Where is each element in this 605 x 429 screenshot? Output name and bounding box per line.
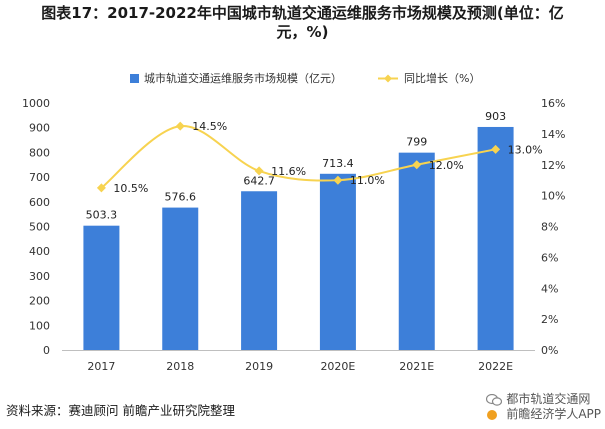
legend-marker-growth <box>384 74 392 83</box>
growth-marker <box>491 144 501 154</box>
x-tick-label: 2022E <box>478 360 513 373</box>
qianzhan-logo-icon <box>487 409 498 420</box>
y-left-tick-label: 0 <box>43 344 50 357</box>
y-right-tick-label: 2% <box>541 313 558 326</box>
bar-value-label: 799 <box>406 136 427 149</box>
x-tick-label: 2017 <box>87 360 115 373</box>
y-left-tick-label: 100 <box>29 319 50 332</box>
growth-marker <box>412 160 422 170</box>
growth-line <box>100 125 496 189</box>
legend-label-growth: 同比增长（%） <box>404 71 480 85</box>
y-right-tick-label: 0% <box>541 344 558 357</box>
watermark-line2: 前瞻经济学人APP <box>486 407 601 422</box>
bar <box>319 173 356 350</box>
bar-value-label: 503.3 <box>86 209 118 222</box>
chart-title: 图表17：2017-2022年中国城市轨道交通运维服务市场规模及预测(单位：亿 … <box>6 4 599 42</box>
watermark-line1: 都市轨道交通网 <box>486 392 601 407</box>
y-right-tick-label: 16% <box>541 97 565 110</box>
y-right-tick-label: 6% <box>541 251 558 264</box>
growth-marker <box>175 121 185 131</box>
x-tick-label: 2019 <box>245 360 273 373</box>
y-left-tick-label: 800 <box>29 146 50 159</box>
y-left-tick-label: 500 <box>29 221 50 234</box>
bar <box>477 126 514 350</box>
growth-marker <box>96 183 106 193</box>
bar-value-label: 903 <box>485 110 506 123</box>
bar <box>398 152 435 350</box>
growth-value-label: 12.0% <box>429 159 464 172</box>
y-left-tick-label: 400 <box>29 245 50 258</box>
legend-swatch-bar <box>130 74 139 83</box>
x-tick-label: 2018 <box>166 360 194 373</box>
source-note: 资料来源：赛迪顾问 前瞻产业研究院整理 <box>6 403 235 418</box>
y-left-tick-label: 900 <box>29 122 50 135</box>
bar-value-label: 576.6 <box>165 191 197 204</box>
chart-title-line1: 图表17：2017-2022年中国城市轨道交通运维服务市场规模及预测(单位：亿 <box>41 4 564 22</box>
y-left-tick-label: 200 <box>29 295 50 308</box>
growth-marker <box>333 175 343 185</box>
y-right-tick-label: 12% <box>541 159 565 172</box>
chart-title-line2: 元，%) <box>276 23 329 41</box>
watermark: 都市轨道交通网 前瞻经济学人APP <box>486 392 601 422</box>
y-right-tick-label: 8% <box>541 221 558 234</box>
y-right-tick-label: 14% <box>541 128 565 141</box>
y-right-tick-label: 4% <box>541 282 558 295</box>
growth-value-label: 11.0% <box>350 174 385 187</box>
legend-label-bar: 城市轨道交通运维服务市场规模（亿元） <box>144 71 342 85</box>
growth-value-label: 13.0% <box>508 143 543 156</box>
x-tick-label: 2020E <box>320 360 355 373</box>
y-right-tick-label: 10% <box>541 190 565 203</box>
watermark-text2: 前瞻经济学人APP <box>506 407 601 421</box>
watermark-text1: 都市轨道交通网 <box>506 392 591 406</box>
y-left-tick-label: 600 <box>29 196 50 209</box>
bar-value-label: 713.4 <box>322 157 354 170</box>
growth-marker <box>254 166 264 176</box>
bar <box>241 191 278 350</box>
bar <box>162 207 199 350</box>
wechat-icon <box>486 393 503 406</box>
y-left-tick-label: 700 <box>29 171 50 184</box>
y-left-tick-label: 300 <box>29 270 50 283</box>
y-left-tick-label: 1000 <box>22 97 50 110</box>
bar <box>83 225 120 350</box>
growth-value-label: 10.5% <box>113 182 148 195</box>
growth-value-label: 11.6% <box>271 165 306 178</box>
x-tick-label: 2021E <box>399 360 434 373</box>
bar-value-label: 642.7 <box>243 174 275 187</box>
growth-value-label: 14.5% <box>192 120 227 133</box>
